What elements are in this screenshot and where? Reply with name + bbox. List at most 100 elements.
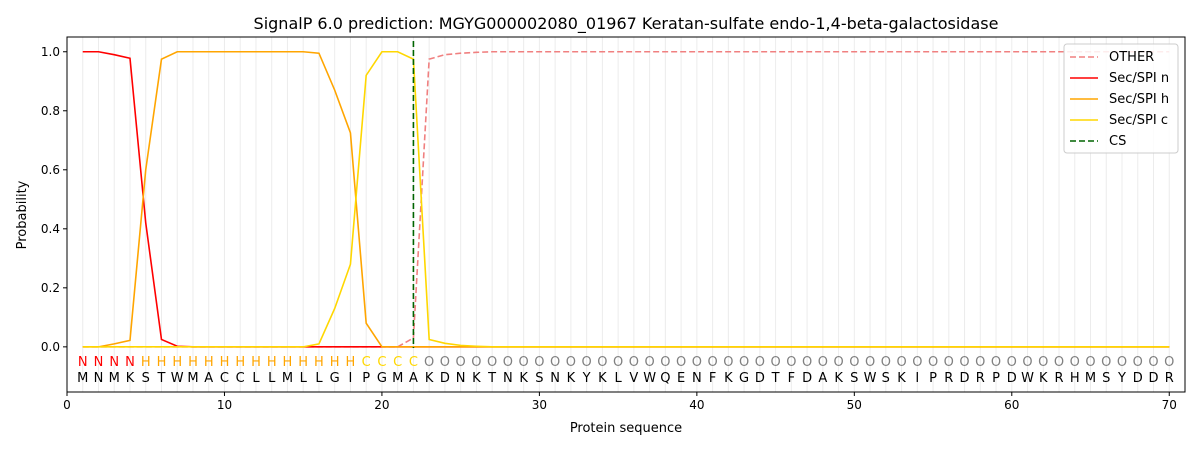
legend-entry: Sec/SPI c (1109, 113, 1168, 128)
region-label: O (692, 355, 702, 370)
region-label: O (645, 355, 655, 370)
region-label: O (991, 355, 1001, 370)
region-label: O (707, 355, 717, 370)
region-label: H (157, 355, 167, 370)
region-label: H (141, 355, 151, 370)
region-label: O (786, 355, 796, 370)
protein-sequence: MNMKSTWMACCLLMLLGIPGMAKDNKTNKSNKYKLVWQEN… (77, 371, 1174, 386)
x-tick-label: 70 (1162, 398, 1177, 412)
y-tick-label: 0.4 (41, 222, 60, 236)
region-label: O (881, 355, 891, 370)
region-label: O (660, 355, 670, 370)
region-label: N (94, 355, 104, 370)
legend-entry: Sec/SPI n (1109, 71, 1169, 86)
region-label: H (267, 355, 277, 370)
region-label: O (629, 355, 639, 370)
x-tick-label: 50 (847, 398, 862, 412)
region-label: H (298, 355, 308, 370)
region-label: H (204, 355, 214, 370)
region-label: O (802, 355, 812, 370)
region-label: H (346, 355, 356, 370)
x-tick-label: 10 (217, 398, 232, 412)
series-line-sec-spi-n (82, 50, 1170, 348)
plot-frame (66, 36, 1186, 393)
region-label: O (739, 355, 749, 370)
x-axis-label: Protein sequence (570, 421, 682, 436)
region-label: O (1007, 355, 1017, 370)
region-label: H (283, 355, 293, 370)
region-label: O (566, 355, 576, 370)
x-tick-label: 30 (532, 398, 547, 412)
region-label: O (865, 355, 875, 370)
legend-entry: OTHER (1109, 50, 1154, 65)
region-label: O (1164, 355, 1174, 370)
region-label: C (393, 355, 402, 370)
legend-box (1063, 43, 1179, 154)
y-tick-label: 0.8 (41, 104, 60, 118)
series-line-sec-spi-c (82, 50, 1170, 348)
series-line-other (82, 50, 1170, 348)
region-label: H (314, 355, 324, 370)
region-label: O (676, 355, 686, 370)
region-label: O (755, 355, 765, 370)
region-label: O (597, 355, 607, 370)
legend-entry: CS (1109, 134, 1126, 149)
chart-title: SignalP 6.0 prediction: MGYG000002080_01… (254, 14, 999, 34)
region-label: O (1148, 355, 1158, 370)
region-label: O (928, 355, 938, 370)
region-label: O (1070, 355, 1080, 370)
y-axis-label: Probability (15, 180, 30, 249)
y-tick-label: 0.2 (41, 281, 60, 295)
region-label: O (1054, 355, 1064, 370)
region-label: O (818, 355, 828, 370)
region-label: O (550, 355, 560, 370)
region-label: O (487, 355, 497, 370)
region-label: O (456, 355, 466, 370)
x-tick-label: 40 (689, 398, 704, 412)
y-tick-label: 1.0 (41, 45, 60, 59)
region-label: O (1101, 355, 1111, 370)
region-label: O (770, 355, 780, 370)
region-label: O (723, 355, 733, 370)
region-label: O (1038, 355, 1048, 370)
series-line-sec-spi-h (82, 50, 1170, 348)
region-label: O (534, 355, 544, 370)
region-label: O (849, 355, 859, 370)
region-label: H (235, 355, 245, 370)
x-tick-label: 60 (1004, 398, 1019, 412)
region-label: O (912, 355, 922, 370)
region-label: C (362, 355, 371, 370)
region-label: O (896, 355, 906, 370)
legend-entry: Sec/SPI h (1109, 92, 1169, 107)
region-label: O (1133, 355, 1143, 370)
region-label: O (613, 355, 623, 370)
region-label: C (377, 355, 386, 370)
region-label: O (440, 355, 450, 370)
region-label: O (1022, 355, 1032, 370)
region-label: H (188, 355, 198, 370)
region-label: O (471, 355, 481, 370)
region-label: N (109, 355, 119, 370)
region-label: H (220, 355, 230, 370)
region-label: N (125, 355, 135, 370)
region-label: H (251, 355, 261, 370)
region-label: O (944, 355, 954, 370)
region-label: O (1117, 355, 1127, 370)
region-label: N (78, 355, 88, 370)
region-label: O (959, 355, 969, 370)
x-tick-label: 20 (374, 398, 389, 412)
region-label: O (582, 355, 592, 370)
region-label: O (833, 355, 843, 370)
y-tick-label: 0.6 (41, 163, 60, 177)
y-tick-label: 0.0 (41, 340, 60, 354)
region-label: O (1085, 355, 1095, 370)
region-label: O (424, 355, 434, 370)
region-label: H (330, 355, 340, 370)
region-label: O (519, 355, 529, 370)
region-label: H (172, 355, 182, 370)
region-label: O (503, 355, 513, 370)
region-label: C (409, 355, 418, 370)
region-label: O (975, 355, 985, 370)
